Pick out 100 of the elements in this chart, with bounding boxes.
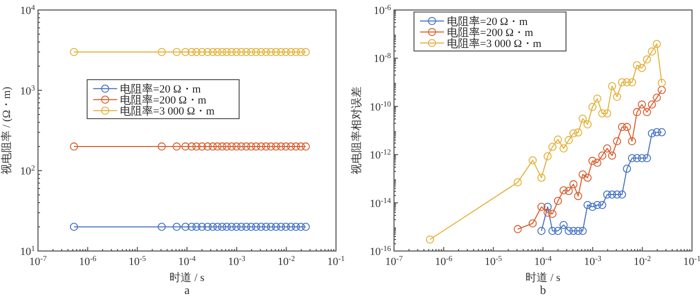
- point: [272, 222, 280, 231]
- point: [213, 48, 222, 56]
- point: [296, 48, 305, 56]
- point: [198, 222, 206, 231]
- point: [204, 222, 212, 231]
- x-tick-label: 10$^{-5}$: [128, 254, 146, 268]
- point: [302, 142, 310, 151]
- point: [204, 48, 212, 56]
- point: [272, 48, 280, 56]
- point: [222, 142, 231, 151]
- point: [247, 222, 256, 231]
- x-tick-label: 10$^{-4}$: [178, 254, 196, 268]
- text: b: [540, 283, 546, 296]
- point: [232, 222, 240, 231]
- point: [247, 48, 256, 56]
- point: [296, 142, 305, 151]
- point: [192, 142, 201, 151]
- x-axis-title: 时道 / s: [170, 271, 204, 284]
- point: [242, 142, 250, 151]
- y-tick-label: 10$^{-8}$: [374, 50, 392, 66]
- point: [276, 48, 286, 56]
- point: [198, 48, 206, 56]
- point: [204, 142, 212, 151]
- point: [276, 142, 286, 151]
- point: [228, 142, 236, 151]
- y-axis-title: 视电阻率相对误差: [350, 86, 363, 174]
- point: [228, 222, 236, 231]
- point: [188, 142, 196, 151]
- y-tick-label: 10$^{2}$: [20, 163, 36, 178]
- point: [252, 222, 260, 231]
- point: [192, 48, 201, 56]
- x-axis-title: 时道 / s: [526, 271, 560, 284]
- point: [292, 222, 300, 231]
- point: [296, 222, 305, 231]
- text: a: [184, 283, 190, 296]
- point: [188, 48, 196, 56]
- point: [257, 222, 266, 231]
- x-tick-label: 10$^{-2}$: [634, 254, 652, 268]
- legend-label: 电阻率=3 000 Ω・m: [120, 104, 216, 118]
- x-tick-label: 10$^{-3}$: [584, 254, 602, 268]
- point: [222, 222, 231, 231]
- point: [228, 48, 236, 56]
- y-tick-label: 10$^{3}$: [20, 82, 36, 98]
- y-tick-label: 10$^{-14}$: [370, 195, 392, 210]
- point: [286, 142, 296, 151]
- point: [237, 222, 246, 231]
- point: [192, 222, 201, 231]
- point: [302, 48, 310, 56]
- point: [218, 222, 226, 231]
- point: [237, 48, 246, 56]
- x-tick-label: 10$^{-5}$: [484, 254, 502, 268]
- legend-label: 电阻率=20 Ω・m: [447, 15, 528, 28]
- point: [266, 142, 275, 151]
- y-tick-label: 10$^{-12}$: [370, 147, 392, 162]
- y-tick-label: 10$^{-10}$: [370, 98, 392, 114]
- point: [247, 142, 256, 151]
- point: [272, 142, 280, 151]
- y-axis-title: 视电阻率 / (Ω・m): [0, 86, 13, 174]
- point: [218, 142, 226, 151]
- point: [252, 48, 260, 56]
- point: [198, 142, 206, 151]
- point: [237, 142, 246, 151]
- legend-label: 电阻率=3 000 Ω・m: [447, 37, 542, 50]
- point: [218, 48, 226, 56]
- x-tick-label: 10$^{-1}$: [327, 254, 345, 268]
- y-tick-label: 10$^{4}$: [20, 2, 36, 17]
- point: [188, 222, 196, 231]
- point: [213, 222, 222, 231]
- point: [266, 48, 275, 56]
- point: [242, 48, 250, 56]
- point: [282, 142, 290, 151]
- point: [262, 222, 270, 231]
- point: [242, 222, 250, 231]
- point: [208, 48, 217, 56]
- x-tick-label: 10$^{-6}$: [78, 254, 97, 268]
- point: [262, 142, 270, 151]
- point: [232, 48, 240, 56]
- legend-label: 电阻率=200 Ω・m: [447, 26, 534, 39]
- point: [208, 142, 217, 151]
- y-tick-label: 10$^{-6}$: [374, 2, 392, 17]
- x-tick-label: 10$^{-2}$: [278, 254, 296, 268]
- point: [257, 48, 266, 56]
- point: [257, 142, 266, 151]
- x-tick-label: 10$^{-4}$: [534, 254, 552, 268]
- x-tick-label: 10$^{-1}$: [683, 254, 700, 268]
- point: [276, 222, 286, 231]
- point: [266, 222, 275, 231]
- point: [252, 142, 260, 151]
- point: [262, 48, 270, 56]
- point: [282, 222, 290, 231]
- point: [286, 48, 296, 56]
- point: [213, 142, 222, 151]
- point: [292, 142, 300, 151]
- point: [208, 222, 217, 231]
- point: [302, 222, 310, 231]
- point: [232, 142, 240, 151]
- point: [222, 48, 231, 56]
- x-tick-label: 10$^{-3}$: [228, 254, 246, 268]
- point: [286, 222, 296, 231]
- x-tick-label: 10$^{-6}$: [434, 254, 453, 268]
